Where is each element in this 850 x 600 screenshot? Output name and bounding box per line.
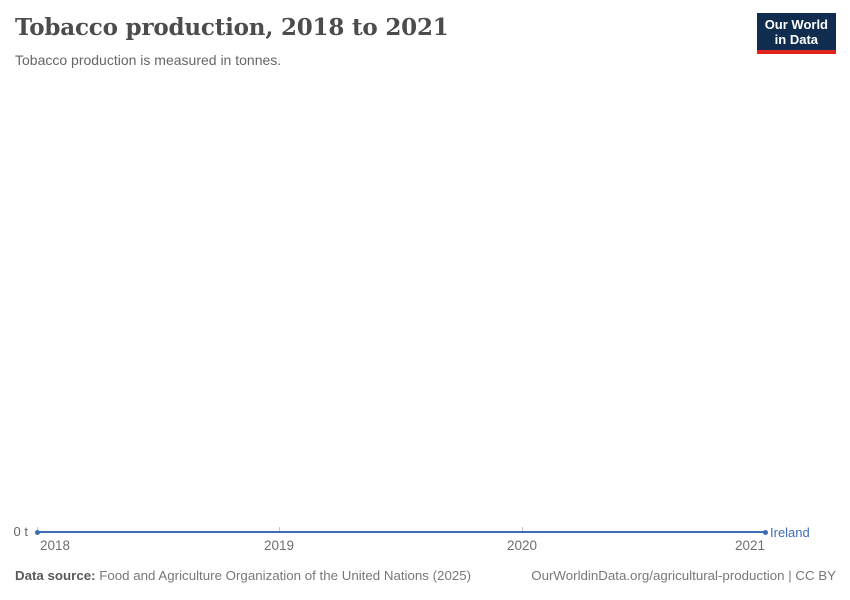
owid-logo-line1: Our World (764, 17, 828, 32)
x-axis-tick-2019 (279, 527, 280, 533)
x-axis-label-2019: 2019 (263, 538, 295, 553)
x-axis-label-2018: 2018 (39, 538, 71, 553)
chart-subtitle: Tobacco production is measured in tonnes… (15, 52, 282, 68)
owid-logo[interactable]: Our World in Data (756, 13, 836, 54)
x-axis-tick-2020 (522, 527, 523, 533)
x-axis-label-2020: 2020 (506, 538, 538, 553)
y-axis-zero-label: 0 t (13, 524, 28, 539)
data-source-text[interactable]: Food and Agriculture Organization of the… (99, 568, 472, 583)
series-label-ireland[interactable]: Ireland (770, 524, 810, 540)
ireland-data-line (37, 531, 765, 533)
owid-url-license-link[interactable]: OurWorldinData.org/agricultural-producti… (531, 568, 836, 583)
x-axis-label-2021: 2021 (734, 538, 766, 553)
line-end-point (762, 529, 768, 535)
data-source-label: Data source: (15, 568, 96, 583)
data-source-note: Data source: Food and Agriculture Organi… (15, 568, 471, 583)
plot-area (0, 90, 850, 530)
chart-title: Tobacco production, 2018 to 2021 (15, 14, 449, 41)
line-start-point (34, 529, 40, 535)
owid-logo-line2: in Data (774, 32, 819, 47)
